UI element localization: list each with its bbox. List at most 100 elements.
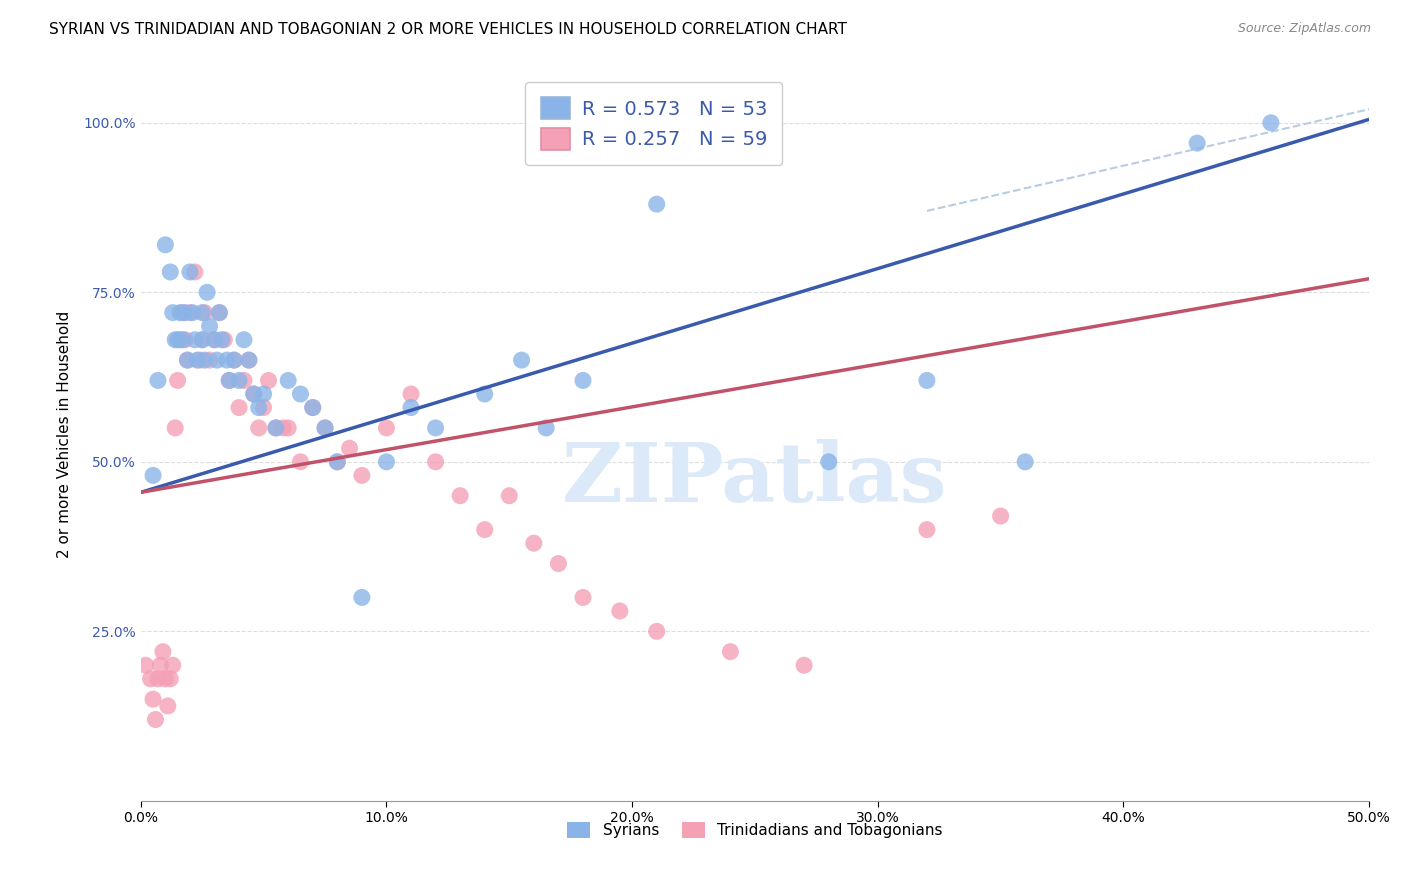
Point [165,333,187,347]
Point [238,353,260,368]
Point [159,672,181,686]
Point [149,658,172,673]
Point [162,658,184,673]
Point [204,333,226,347]
Point [425,421,447,435]
Point [146,374,169,388]
Point [271,421,294,435]
Point [645,624,668,639]
Point [228,401,250,415]
Point [301,401,323,415]
Point [172,305,194,319]
Point [224,353,246,368]
Point [146,672,169,686]
Point [156,698,179,713]
Point [233,374,256,388]
Point [135,658,157,673]
Point [326,455,349,469]
Point [228,374,250,388]
Point [915,523,938,537]
Point [208,305,231,319]
Point [375,455,398,469]
Point [159,265,181,279]
Point [179,265,201,279]
Point [169,305,191,319]
Point [1260,116,1282,130]
Point [224,353,246,368]
Point [1014,455,1036,469]
Point [290,387,312,401]
Point [915,374,938,388]
Point [252,387,274,401]
Point [645,197,668,211]
Point [277,421,299,435]
Point [547,557,569,571]
Point [510,353,533,368]
Point [162,305,184,319]
Legend: Syrians, Trinidadians and Tobagonians: Syrians, Trinidadians and Tobagonians [561,816,949,845]
Point [204,333,226,347]
Text: Source: ZipAtlas.com: Source: ZipAtlas.com [1237,22,1371,36]
Point [375,421,398,435]
Point [139,672,162,686]
Point [184,333,207,347]
Point [155,672,177,686]
Point [233,333,256,347]
Y-axis label: 2 or more Vehicles in Household: 2 or more Vehicles in Household [58,311,72,558]
Point [314,421,336,435]
Point [264,421,287,435]
Point [166,333,188,347]
Point [817,455,839,469]
Point [474,387,496,401]
Point [243,387,266,401]
Point [534,421,557,435]
Point [523,536,546,550]
Point [449,489,471,503]
Point [179,305,201,319]
Point [188,353,211,368]
Point [194,305,217,319]
Point [243,387,266,401]
Point [191,305,214,319]
Point [169,333,191,347]
Point [247,421,270,435]
Point [218,374,240,388]
Point [142,692,165,706]
Point [326,455,349,469]
Point [1185,136,1208,150]
Point [572,591,595,605]
Point [474,523,496,537]
Point [186,353,208,368]
Point [425,455,447,469]
Point [198,319,221,334]
Point [572,374,595,388]
Point [350,468,373,483]
Point [191,333,214,347]
Point [198,353,221,368]
Point [152,645,174,659]
Point [145,713,167,727]
Point [264,421,287,435]
Point [718,645,741,659]
Point [174,305,197,319]
Point [155,237,177,252]
Point [172,333,194,347]
Point [215,353,238,368]
Point [238,353,260,368]
Point [314,421,336,435]
Point [277,374,299,388]
Text: SYRIAN VS TRINIDADIAN AND TOBAGONIAN 2 OR MORE VEHICLES IN HOUSEHOLD CORRELATION: SYRIAN VS TRINIDADIAN AND TOBAGONIAN 2 O… [49,22,846,37]
Point [290,455,312,469]
Point [339,442,361,456]
Point [165,421,187,435]
Point [252,401,274,415]
Point [195,285,218,300]
Text: ZIPatlas: ZIPatlas [562,439,948,518]
Point [214,333,236,347]
Point [990,509,1012,524]
Point [176,353,198,368]
Point [205,353,228,368]
Point [257,374,280,388]
Point [498,489,520,503]
Point [793,658,815,673]
